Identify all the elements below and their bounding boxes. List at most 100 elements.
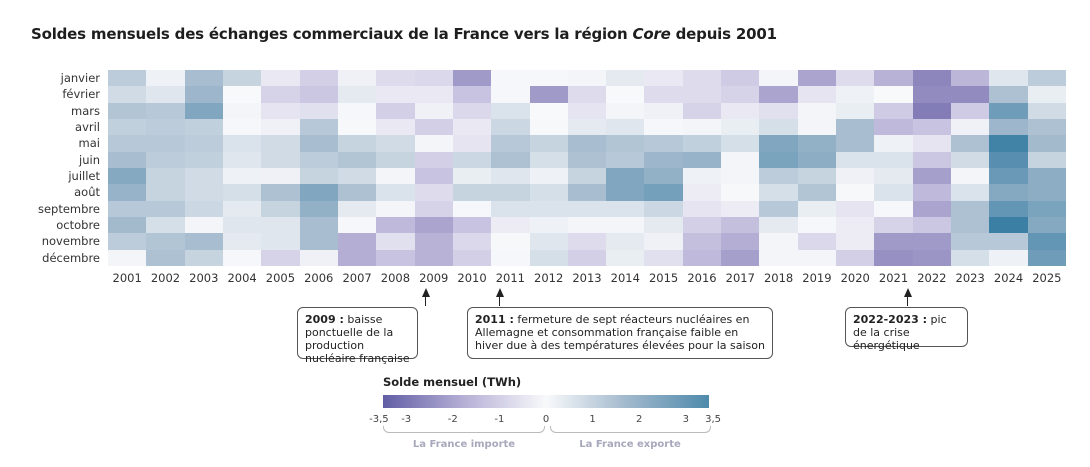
heatmap-cell-2016-12 bbox=[682, 249, 722, 267]
heatmap-cell-2009-11 bbox=[414, 233, 454, 251]
heatmap-cell-2021-2 bbox=[874, 86, 914, 104]
arrowhead-2009-icon bbox=[421, 288, 430, 297]
heatmap-cell-2023-5 bbox=[951, 135, 990, 153]
heatmap-cell-2012-5 bbox=[529, 135, 569, 153]
heatmap-cell-2015-8 bbox=[644, 184, 684, 202]
color-scale-bar bbox=[383, 395, 709, 408]
heatmap-cell-2023-12 bbox=[951, 249, 990, 267]
heatmap-cell-2025-7 bbox=[1027, 168, 1067, 185]
heatmap-cell-2011-6 bbox=[491, 151, 530, 169]
heatmap-cell-2018-11 bbox=[759, 233, 799, 251]
heatmap-cell-2004-8 bbox=[222, 184, 262, 202]
year-label: 2007 bbox=[342, 271, 372, 285]
heatmap-cell-2022-9 bbox=[912, 200, 952, 218]
year-label: 2006 bbox=[304, 271, 334, 285]
export-label: La France exporte bbox=[579, 439, 681, 450]
heatmap-cell-2024-5 bbox=[989, 135, 1029, 153]
heatmap-cell-2021-1 bbox=[874, 70, 914, 87]
heatmap-cell-2014-2 bbox=[606, 86, 645, 104]
heatmap-cell-2009-8 bbox=[414, 184, 454, 202]
heatmap-cell-2018-5 bbox=[759, 135, 799, 153]
heatmap-cell-2020-10 bbox=[836, 217, 875, 234]
heatmap-cell-2016-1 bbox=[682, 70, 722, 87]
heatmap-cell-2008-11 bbox=[376, 233, 416, 251]
heatmap-cell-2009-10 bbox=[414, 217, 454, 234]
heatmap-cell-2004-2 bbox=[222, 86, 262, 104]
legend-tick: 1 bbox=[589, 414, 596, 425]
legend-title: Solde mensuel (TWh) bbox=[383, 375, 522, 389]
year-label: 2002 bbox=[150, 271, 181, 285]
heatmap-cell-2002-4 bbox=[146, 119, 186, 136]
heatmap-cell-2023-9 bbox=[951, 200, 990, 218]
year-label: 2016 bbox=[687, 271, 717, 285]
heatmap-cell-2025-2 bbox=[1027, 86, 1067, 104]
heatmap-cell-2020-3 bbox=[836, 102, 875, 120]
annotation-year: 2011 : bbox=[475, 313, 514, 326]
heatmap-cell-2019-11 bbox=[797, 233, 837, 251]
heatmap-cell-2022-1 bbox=[912, 70, 952, 87]
heatmap-cell-2001-8 bbox=[108, 184, 147, 202]
year-label: 2025 bbox=[1032, 271, 1062, 285]
heatmap-cell-2023-6 bbox=[951, 151, 990, 169]
heatmap-cell-2003-12 bbox=[184, 249, 224, 267]
heatmap-cell-2019-5 bbox=[797, 135, 837, 153]
heatmap-cell-2010-12 bbox=[452, 249, 492, 267]
heatmap-cell-2003-10 bbox=[184, 217, 224, 234]
heatmap-cell-2018-8 bbox=[759, 184, 799, 202]
heatmap-cell-2005-6 bbox=[261, 151, 301, 169]
heatmap-cell-2024-11 bbox=[989, 233, 1029, 251]
heatmap-cell-2002-6 bbox=[146, 151, 186, 169]
heatmap-cell-2004-10 bbox=[222, 217, 262, 234]
year-label: 2003 bbox=[189, 271, 219, 285]
heatmap-cell-2013-2 bbox=[567, 86, 607, 104]
heatmap-cell-2017-11 bbox=[721, 233, 760, 251]
year-label: 2022 bbox=[917, 271, 947, 285]
heatmap-cell-2006-3 bbox=[299, 102, 339, 120]
heatmap-cell-2014-6 bbox=[606, 151, 645, 169]
legend-tick: -1 bbox=[494, 414, 505, 425]
heatmap-cell-2004-9 bbox=[222, 200, 262, 218]
heatmap-cell-2009-3 bbox=[414, 102, 454, 120]
heatmap-cell-2006-9 bbox=[299, 200, 339, 218]
month-label: juin bbox=[79, 152, 100, 167]
heatmap-cell-2014-9 bbox=[606, 200, 645, 218]
month-label: novembre bbox=[41, 234, 100, 249]
heatmap-cell-2006-10 bbox=[299, 217, 339, 234]
heatmap-cell-2015-12 bbox=[644, 249, 684, 267]
heatmap-cell-2005-1 bbox=[261, 70, 301, 87]
heatmap-cell-2025-10 bbox=[1027, 217, 1067, 234]
heatmap-cell-2019-12 bbox=[797, 249, 837, 267]
heatmap-cell-2021-5 bbox=[874, 135, 914, 153]
legend-tick: 3 bbox=[682, 414, 689, 425]
heatmap-cell-2016-8 bbox=[682, 184, 722, 202]
heatmap-cell-2017-9 bbox=[721, 200, 760, 218]
heatmap-cell-2009-12 bbox=[414, 249, 454, 267]
heatmap-cell-2023-7 bbox=[951, 168, 990, 185]
heatmap-cell-2003-11 bbox=[184, 233, 224, 251]
heatmap-cell-2020-8 bbox=[836, 184, 875, 202]
heatmap-cell-2006-12 bbox=[299, 249, 339, 267]
heatmap-cell-2021-9 bbox=[874, 200, 914, 218]
legend-tick: -3 bbox=[401, 414, 412, 425]
month-label: octobre bbox=[56, 218, 100, 232]
heatmap-cell-2013-1 bbox=[567, 70, 607, 87]
year-label: 2015 bbox=[648, 271, 679, 285]
heatmap-cell-2001-11 bbox=[108, 233, 147, 251]
export-bracket bbox=[550, 426, 711, 433]
heatmap-cell-2005-4 bbox=[261, 119, 301, 136]
year-label: 2005 bbox=[265, 271, 296, 285]
heatmap-cell-2018-9 bbox=[759, 200, 799, 218]
heatmap-cell-2019-1 bbox=[797, 70, 837, 87]
title-italic: Core bbox=[632, 25, 671, 43]
heatmap-cell-2015-7 bbox=[644, 168, 684, 185]
import-bracket bbox=[383, 426, 545, 433]
heatmap-cell-2019-2 bbox=[797, 86, 837, 104]
heatmap-cell-2016-6 bbox=[682, 151, 722, 169]
heatmap-cell-2013-5 bbox=[567, 135, 607, 153]
heatmap-cell-2008-7 bbox=[376, 168, 416, 185]
heatmap-cell-2008-5 bbox=[376, 135, 416, 153]
heatmap-cell-2016-11 bbox=[682, 233, 722, 251]
heatmap-cell-2015-4 bbox=[644, 119, 684, 136]
heatmap-cell-2014-7 bbox=[606, 168, 645, 185]
